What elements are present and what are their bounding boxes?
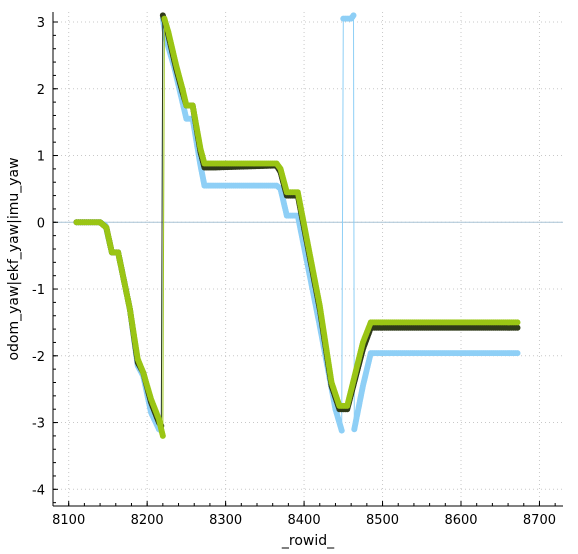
data-point xyxy=(514,319,521,326)
grid xyxy=(53,12,563,506)
y-tick-label: 2 xyxy=(37,83,45,98)
series-3 xyxy=(73,15,521,439)
y-tick-label: 0 xyxy=(37,216,45,231)
x-tick-label: 8400 xyxy=(288,513,321,528)
x-tick-label: 8300 xyxy=(209,513,242,528)
x-tick-label: 8500 xyxy=(366,513,399,528)
y-tick-label: -3 xyxy=(32,417,45,432)
y-tick-label: 1 xyxy=(37,150,45,165)
data-point xyxy=(159,432,166,439)
x-tick-label: 8200 xyxy=(131,513,164,528)
axis-ticks: 8100 8200 8300 8400 8500 8600 8700 3 2 1 0 -1 -2 -3 -4 xyxy=(32,16,556,528)
data-point xyxy=(350,12,357,19)
x-tick-label: 8600 xyxy=(444,513,477,528)
data-point xyxy=(514,350,521,357)
y-tick-label: -2 xyxy=(32,350,45,365)
data-point xyxy=(338,427,345,434)
x-tick-label: 8100 xyxy=(52,513,85,528)
x-tick-label: 8700 xyxy=(523,513,556,528)
y-axis-label: odom_yaw|ekf_yaw|imu_yaw xyxy=(6,157,22,360)
data-point xyxy=(514,324,521,331)
plot-frame xyxy=(52,12,563,507)
y-tick-label: 3 xyxy=(37,16,45,31)
y-tick-label: -4 xyxy=(32,483,45,498)
plot-series xyxy=(73,12,521,439)
x-axis-label: _rowid_ xyxy=(281,533,335,549)
y-tick-label: -1 xyxy=(32,283,45,298)
